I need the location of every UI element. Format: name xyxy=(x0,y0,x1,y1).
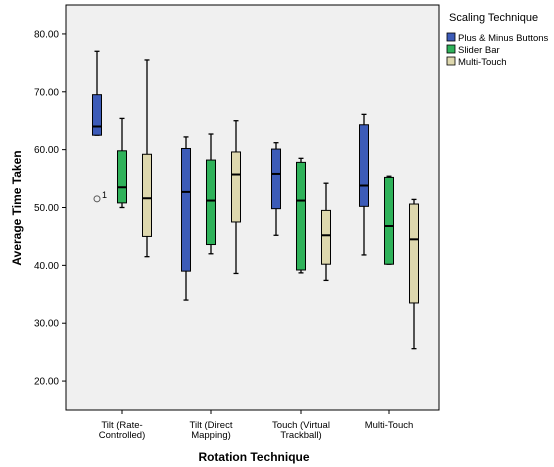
box xyxy=(271,148,281,210)
y-tick-label: 70.00 xyxy=(34,87,59,98)
outlier-point xyxy=(93,195,101,203)
box xyxy=(206,159,216,246)
legend-title: Scaling Technique xyxy=(449,12,538,24)
box xyxy=(92,94,102,136)
y-tick-label: 50.00 xyxy=(34,203,59,214)
box xyxy=(296,161,306,271)
legend-swatch xyxy=(446,56,456,66)
legend-label: Slider Bar xyxy=(458,45,500,56)
box-plot xyxy=(359,113,369,256)
box-plot xyxy=(384,175,394,265)
x-axis: Tilt (Rate-Controlled) Tilt (Direct Mappin… xyxy=(99,410,414,441)
box xyxy=(117,150,127,204)
legend-swatch xyxy=(446,32,456,42)
box xyxy=(231,151,241,223)
box-plot xyxy=(92,50,102,136)
y-tick-label: 80.00 xyxy=(34,29,59,40)
box xyxy=(321,209,331,265)
box-plot xyxy=(231,120,241,275)
y-tick-label: 60.00 xyxy=(34,145,59,156)
y-tick-label: 40.00 xyxy=(34,261,59,272)
y-tick-label: 20.00 xyxy=(34,377,59,388)
box-plot xyxy=(117,117,127,209)
outlier-label: 1 xyxy=(102,190,107,200)
box-plot xyxy=(142,59,152,258)
box-plot xyxy=(321,182,331,282)
box xyxy=(409,203,419,304)
y-tick-label: 30.00 xyxy=(34,319,59,330)
y-axis: 20.00 30.00 40.00 50.00 60.00 70.00 80.00 xyxy=(34,29,66,388)
x-tick-label: Touch (Virtual Trackball) xyxy=(272,420,330,441)
x-tick-label: Tilt (Direct Mapping) xyxy=(190,420,233,441)
plot-area xyxy=(65,4,440,411)
legend-label: Multi-Touch xyxy=(458,57,507,68)
box-series: 1 xyxy=(92,50,419,350)
box-plot xyxy=(271,142,281,236)
box xyxy=(359,124,369,207)
x-tick-label: Multi-Touch xyxy=(365,420,414,431)
box-plot xyxy=(409,198,419,350)
box xyxy=(384,176,394,265)
box-plot xyxy=(296,157,306,274)
y-axis-title: Average Time Taken xyxy=(10,150,24,265)
box xyxy=(142,153,152,237)
x-axis-title: Rotation Technique xyxy=(198,450,309,464)
box-plot xyxy=(181,136,191,301)
box-plot xyxy=(206,133,216,255)
legend-swatch xyxy=(446,44,456,54)
x-tick-label: Tilt (Rate-Controlled) xyxy=(99,420,145,441)
box xyxy=(181,147,191,272)
legend: Scaling Technique Plus & Minus ButtonsSl… xyxy=(446,12,549,68)
legend-label: Plus & Minus Buttons xyxy=(458,33,549,44)
